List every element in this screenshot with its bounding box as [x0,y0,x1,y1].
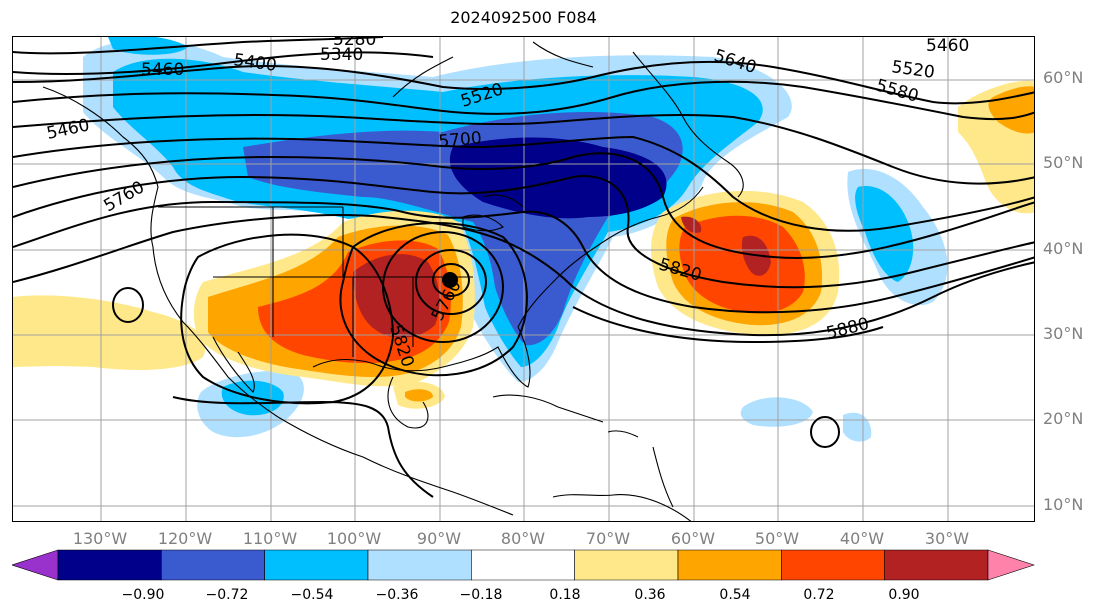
colorbar-tick-label: −0.72 [205,587,249,603]
colorbar-tick-label: 0.18 [549,587,581,603]
map-title: 2024092500 F084 [450,8,597,27]
lat-label: 30°N [1043,324,1084,343]
lon-label: 130°W [72,529,128,548]
colorbar-tick-label: 0.36 [634,587,666,603]
lon-label: 30°W [924,529,970,548]
colorbar-segment [987,549,1035,581]
colorbar-segment [471,549,575,581]
lat-label: 60°N [1043,68,1084,87]
lat-label: 50°N [1043,153,1084,172]
map-canvas: 5280 5340 5400 5460 5460 5520 5580 5640 … [13,37,1034,521]
colorbar-tick-label: −0.90 [121,587,165,603]
contour-label: 5340 [320,45,363,65]
contour-label: 5460 [45,115,91,144]
colorbar-segment [781,549,885,581]
lat-label: 20°N [1043,409,1084,428]
colorbar-tick-label: 0.54 [719,587,751,603]
lon-label: 60°W [670,529,716,548]
contour-label: 5880 [824,314,871,344]
colorbar-segment [367,549,472,581]
colorbar-segment [161,549,265,581]
coastlines [42,41,744,521]
lon-label: 80°W [500,529,546,548]
lon-label: 70°W [585,529,631,548]
contour-label: 5520 [890,57,936,83]
contour-label: 5280 [333,37,376,50]
storm-center-marker [442,272,458,288]
colorbar-tick-label: 0.90 [888,587,920,603]
colorbar-segment [264,549,369,581]
lat-label: 10°N [1043,495,1084,514]
colorbar-segment [57,549,162,581]
colorbar-tick-label: −0.36 [375,587,419,603]
map-frame: 5280 5340 5400 5460 5460 5520 5580 5640 … [12,36,1035,522]
contour-label: 5460 [141,60,184,80]
colorbar-segment [884,549,989,581]
lon-label: 90°W [416,529,462,548]
colorbar-segment [677,549,782,581]
contour-label: 5760 [101,177,148,216]
colorbar-tick-label: −0.54 [290,587,334,603]
lon-label: 40°W [839,529,885,548]
lon-label: 120°W [157,529,213,548]
lon-label: 110°W [242,529,298,548]
contour-label: 5700 [438,128,483,152]
colorbar-tick-label: −0.18 [459,587,503,603]
colorbar-tick-label: 0.72 [803,587,835,603]
contour-label: 5460 [926,37,969,56]
colorbar-segment [12,549,59,581]
lon-label: 50°W [754,529,800,548]
positive-anomaly-field [13,80,1034,409]
lon-label: 100°W [326,529,382,548]
colorbar [12,549,1035,581]
colorbar-segment [574,549,679,581]
lat-label: 40°N [1043,239,1084,258]
height-contours [13,37,1034,498]
